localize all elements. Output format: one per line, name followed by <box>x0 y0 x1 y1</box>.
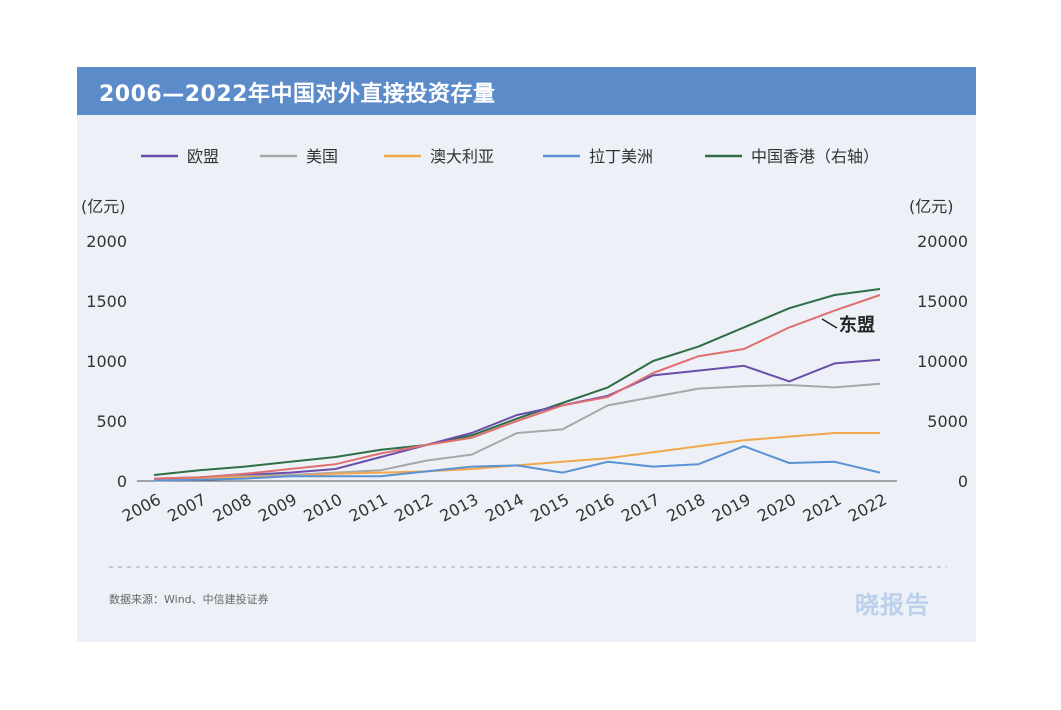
series-line <box>153 288 881 476</box>
x-tick-label: 2022 <box>845 490 890 526</box>
y-right-tick-label: 20000 <box>917 232 968 251</box>
right-axis-unit: (亿元) <box>909 197 954 216</box>
x-tick-label: 2013 <box>437 490 482 526</box>
chart-svg: 欧盟 美国 澳大利亚 拉丁美洲 中国香港（右轴） (亿元) (亿元) 0 500 1000 150… <box>81 147 968 568</box>
annotation-pointer <box>821 318 838 329</box>
x-tick-label: 2011 <box>346 490 391 526</box>
x-tick-label: 2015 <box>527 490 572 526</box>
y-left-tick-label: 500 <box>96 412 127 431</box>
x-tick-label: 2019 <box>709 490 754 526</box>
y-left-tick-label: 0 <box>117 472 127 491</box>
y-right-tick-label: 0 <box>958 472 968 491</box>
x-tick-label: 2016 <box>573 490 618 526</box>
y-right-tick-label: 15000 <box>917 292 968 311</box>
y-right-tick-label: 10000 <box>917 352 968 371</box>
legend: 欧盟 美国 澳大利亚 拉丁美洲 中国香港（右轴） <box>141 147 879 166</box>
left-axis-unit: (亿元) <box>81 197 126 216</box>
series-lines <box>153 288 881 482</box>
series-line <box>153 382 881 480</box>
series-line <box>153 445 881 482</box>
series-line <box>153 358 881 480</box>
x-tick-label: 2009 <box>255 490 300 526</box>
legend-item: 中国香港（右轴） <box>751 147 879 166</box>
x-tick-label: 2014 <box>482 490 527 526</box>
source-note: 数据来源：Wind、中信建投证券 <box>109 593 269 606</box>
x-tick-label: 2012 <box>391 490 436 526</box>
series-line <box>153 294 881 480</box>
x-tick-label: 2010 <box>301 490 346 526</box>
legend-item: 美国 <box>306 147 338 166</box>
chart-title: 2006—2022年中国对外直接投资存量 <box>99 82 496 107</box>
x-tick-label: 2021 <box>800 490 845 526</box>
legend-item: 拉丁美洲 <box>589 147 653 166</box>
x-tick-label: 2018 <box>664 490 709 526</box>
y-left-tick-label: 2000 <box>86 232 127 251</box>
y-left-tick-label: 1000 <box>86 352 127 371</box>
x-tick-label: 2017 <box>618 490 663 526</box>
y-left-tick-label: 1500 <box>86 292 127 311</box>
watermark: 晓报告 <box>855 591 930 619</box>
x-tick-label: 2007 <box>164 490 209 526</box>
chart-card: 2006—2022年中国对外直接投资存量 欧盟 美国 澳大利亚 拉丁美洲 中国香港（右轴… <box>77 67 976 642</box>
y-right-tick-label: 5000 <box>927 412 968 431</box>
legend-item: 欧盟 <box>187 147 219 166</box>
title-bar: 2006—2022年中国对外直接投资存量 <box>77 67 976 115</box>
annotation-label: 东盟 <box>839 314 875 336</box>
x-tick-label: 2006 <box>119 490 164 526</box>
x-tick-label: 2020 <box>754 490 799 526</box>
legend-item: 澳大利亚 <box>430 147 494 166</box>
x-tick-label: 2008 <box>210 490 255 526</box>
